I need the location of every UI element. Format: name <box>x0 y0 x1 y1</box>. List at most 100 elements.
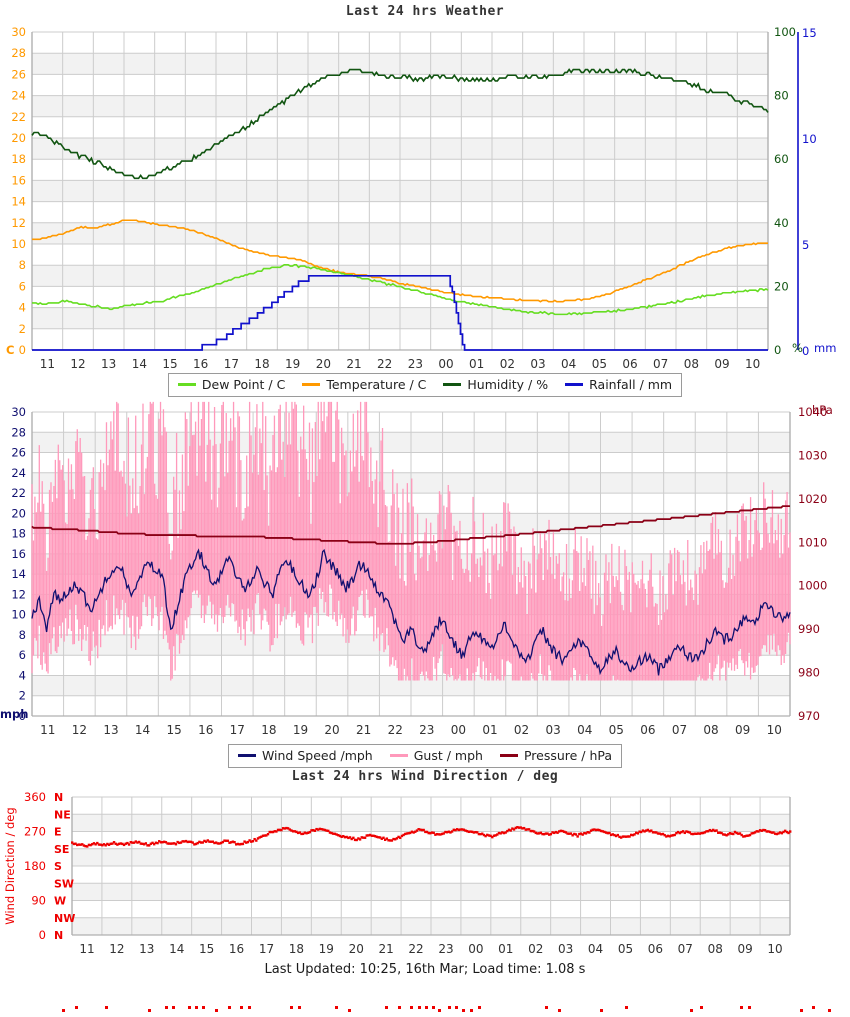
svg-text:23: 23 <box>419 723 434 737</box>
gust-marker-dot <box>188 1006 191 1009</box>
svg-text:06: 06 <box>648 942 663 956</box>
svg-text:270: 270 <box>24 825 46 839</box>
svg-text:0: 0 <box>774 343 781 357</box>
svg-text:08: 08 <box>708 942 723 956</box>
legend-swatch-icon <box>389 754 408 757</box>
gust-marker-dot <box>478 1006 481 1009</box>
svg-text:8: 8 <box>19 628 26 642</box>
svg-text:5: 5 <box>802 238 809 252</box>
svg-text:21: 21 <box>378 942 393 956</box>
svg-text:22: 22 <box>11 110 26 124</box>
svg-text:1000: 1000 <box>798 579 827 593</box>
svg-text:24: 24 <box>11 466 26 480</box>
wind-direction-chart-block: Last 24 hrs Wind Direction / deg 0 90 180 2… <box>0 769 850 961</box>
legend-label: Rainfall / mm <box>589 377 673 392</box>
svg-text:1040: 1040 <box>798 405 827 419</box>
gust-marker-dot <box>165 1006 168 1009</box>
gust-marker-dot <box>800 1009 803 1012</box>
svg-text:0: 0 <box>802 344 809 358</box>
weather-chart-title: Last 24 hrs Weather <box>345 4 505 19</box>
svg-text:W: W <box>54 895 66 908</box>
svg-text:10: 10 <box>767 942 782 956</box>
legend-item-gust-mph[interactable]: Gust / mph <box>389 748 483 763</box>
gust-marker-dot <box>410 1006 413 1009</box>
wind-pressure-chart-legend: Wind Speed /mph Gust / mph Pressure / hPa <box>0 743 850 769</box>
svg-text:18: 18 <box>254 357 269 370</box>
svg-text:N: N <box>54 791 63 804</box>
svg-text:16: 16 <box>198 723 213 737</box>
svg-text:hPa: hPa <box>812 403 833 417</box>
svg-text:1030: 1030 <box>798 448 827 462</box>
svg-text:18: 18 <box>261 723 276 737</box>
svg-text:23: 23 <box>438 942 453 956</box>
svg-text:12: 12 <box>70 357 85 370</box>
svg-text:0: 0 <box>19 343 26 357</box>
svg-text:980: 980 <box>798 666 820 680</box>
gust-marker-dot <box>470 1009 473 1012</box>
svg-text:11: 11 <box>40 723 55 737</box>
svg-text:06: 06 <box>622 357 637 370</box>
svg-text:20: 20 <box>316 357 331 370</box>
svg-text:N: N <box>54 929 63 942</box>
legend-label: Humidity / % <box>467 377 549 392</box>
gust-marker-dot <box>545 1006 548 1009</box>
svg-text:%: % <box>792 341 803 355</box>
svg-text:17: 17 <box>259 942 274 956</box>
svg-text:60: 60 <box>774 152 789 166</box>
svg-text:01: 01 <box>482 723 497 737</box>
legend-label: Dew Point / C <box>201 377 286 392</box>
legend-item-rainfall-mm[interactable]: Rainfall / mm <box>565 377 672 392</box>
svg-text:22: 22 <box>377 357 392 370</box>
svg-text:01: 01 <box>498 942 513 956</box>
svg-text:20: 20 <box>349 942 364 956</box>
svg-text:15: 15 <box>199 942 214 956</box>
gust-marker-dot <box>448 1006 451 1009</box>
svg-text:18: 18 <box>11 152 26 166</box>
svg-text:14: 14 <box>135 723 150 737</box>
legend-item-temperature-c[interactable]: Temperature / C <box>302 377 426 392</box>
gust-marker-dot <box>432 1006 435 1009</box>
svg-text:16: 16 <box>193 357 208 370</box>
legend-label: Pressure / hPa <box>523 748 613 763</box>
svg-text:20: 20 <box>774 279 789 293</box>
gust-marker-dot <box>438 1009 441 1012</box>
svg-text:18: 18 <box>11 527 26 541</box>
gust-marker-dot <box>462 1009 465 1012</box>
legend-item-dew-point-c[interactable]: Dew Point / C <box>177 377 286 392</box>
svg-text:02: 02 <box>514 723 529 737</box>
svg-text:07: 07 <box>678 942 693 956</box>
legend-item-wind-speed-mph[interactable]: Wind Speed /mph <box>237 748 373 763</box>
svg-text:12: 12 <box>11 216 26 230</box>
svg-text:360: 360 <box>24 790 46 804</box>
svg-text:09: 09 <box>737 942 752 956</box>
svg-text:05: 05 <box>618 942 633 956</box>
svg-text:28: 28 <box>11 425 26 439</box>
svg-text:180: 180 <box>24 859 46 873</box>
gust-marker-dot <box>335 1006 338 1009</box>
svg-text:18: 18 <box>289 942 304 956</box>
svg-text:16: 16 <box>229 942 244 956</box>
svg-text:00: 00 <box>468 942 483 956</box>
weather-chart-legend: Dew Point / C Temperature / C Humidity / %… <box>0 372 850 398</box>
svg-text:4: 4 <box>19 668 26 682</box>
gust-marker-dot <box>248 1006 251 1009</box>
svg-text:07: 07 <box>653 357 668 370</box>
svg-text:C: C <box>6 343 14 357</box>
status-bar: Last Updated: 10:25, 16th Mar; Load time… <box>264 962 586 977</box>
svg-text:08: 08 <box>684 357 699 370</box>
legend-item-pressure-hpa[interactable]: Pressure / hPa <box>499 748 613 763</box>
svg-text:05: 05 <box>592 357 607 370</box>
svg-text:mph: mph <box>0 707 28 721</box>
svg-text:06: 06 <box>640 723 655 737</box>
svg-text:SE: SE <box>54 843 69 856</box>
legend-item-humidity[interactable]: Humidity / % <box>443 377 548 392</box>
svg-text:21: 21 <box>346 357 361 370</box>
svg-text:6: 6 <box>19 648 26 662</box>
legend-swatch-icon <box>177 383 196 386</box>
svg-text:02: 02 <box>528 942 543 956</box>
svg-text:10: 10 <box>745 357 760 370</box>
svg-text:20: 20 <box>11 131 26 145</box>
gust-marker-dot <box>105 1006 108 1009</box>
gust-marker-dot <box>75 1006 78 1009</box>
svg-text:03: 03 <box>530 357 545 370</box>
